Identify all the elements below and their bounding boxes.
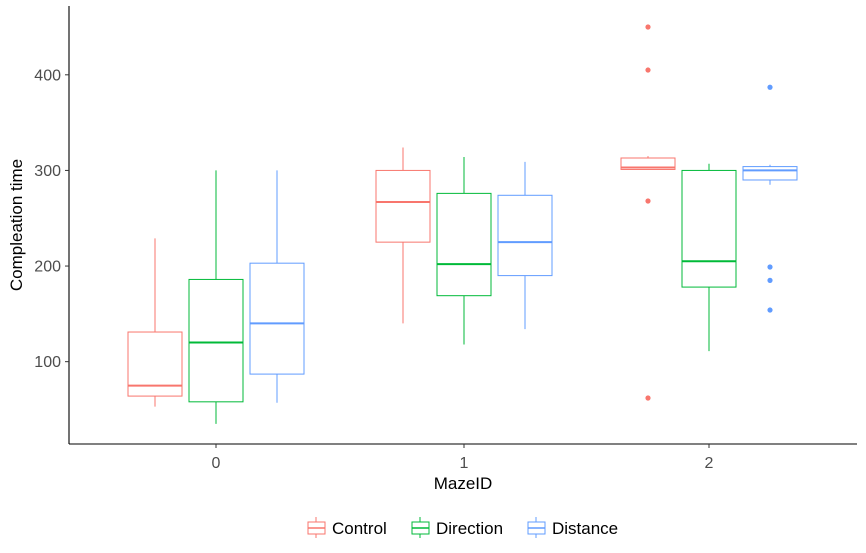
- box-iqr: [497, 194, 553, 277]
- box-distance-2: [742, 84, 798, 313]
- x-tick-label: 0: [212, 455, 221, 472]
- box-direction-0: [188, 170, 244, 424]
- legend-item-control: Control: [307, 517, 387, 538]
- box-iqr: [742, 166, 798, 181]
- y-tick-label: 100: [34, 354, 61, 371]
- legend: Control Direction Distance: [307, 517, 618, 538]
- series-distance: [249, 84, 798, 403]
- y-tick-label: 400: [34, 67, 61, 84]
- outlier-point: [767, 307, 773, 313]
- y-tick-label: 300: [34, 163, 61, 180]
- box-control-0: [127, 238, 183, 407]
- axes: MazeID Compleation time 100 200 300 400 0 1 2: [7, 6, 857, 493]
- box-iqr: [249, 262, 305, 375]
- outlier-point: [767, 264, 773, 270]
- series-control: [127, 24, 676, 407]
- legend-label: Control: [332, 519, 387, 538]
- y-axis-title: Compleation time: [7, 159, 26, 291]
- y-tick-label: 200: [34, 259, 61, 276]
- x-tick-label: 1: [460, 455, 469, 472]
- series-direction: [188, 157, 737, 424]
- box-distance-1: [497, 161, 553, 330]
- box-direction-1: [436, 157, 492, 345]
- outlier-point: [767, 277, 773, 283]
- x-tick-label: 2: [705, 455, 714, 472]
- legend-label: Distance: [552, 519, 618, 538]
- box-direction-2: [681, 163, 737, 352]
- legend-item-direction: Direction: [411, 517, 503, 538]
- x-axis-title: MazeID: [434, 474, 493, 493]
- outlier-point: [645, 67, 651, 73]
- box-iqr: [681, 169, 737, 288]
- plot-area: [127, 24, 798, 424]
- box-control-1: [375, 147, 431, 324]
- box-distance-0: [249, 170, 305, 403]
- legend-item-distance: Distance: [527, 517, 618, 538]
- outlier-point: [767, 84, 773, 90]
- outlier-point: [645, 24, 651, 30]
- outlier-point: [645, 198, 651, 204]
- box-iqr: [436, 192, 492, 297]
- box-iqr: [188, 278, 244, 403]
- outlier-point: [645, 395, 651, 401]
- legend-label: Direction: [436, 519, 503, 538]
- box-iqr: [375, 169, 431, 243]
- box-control-2: [620, 24, 676, 401]
- box-iqr: [620, 157, 676, 170]
